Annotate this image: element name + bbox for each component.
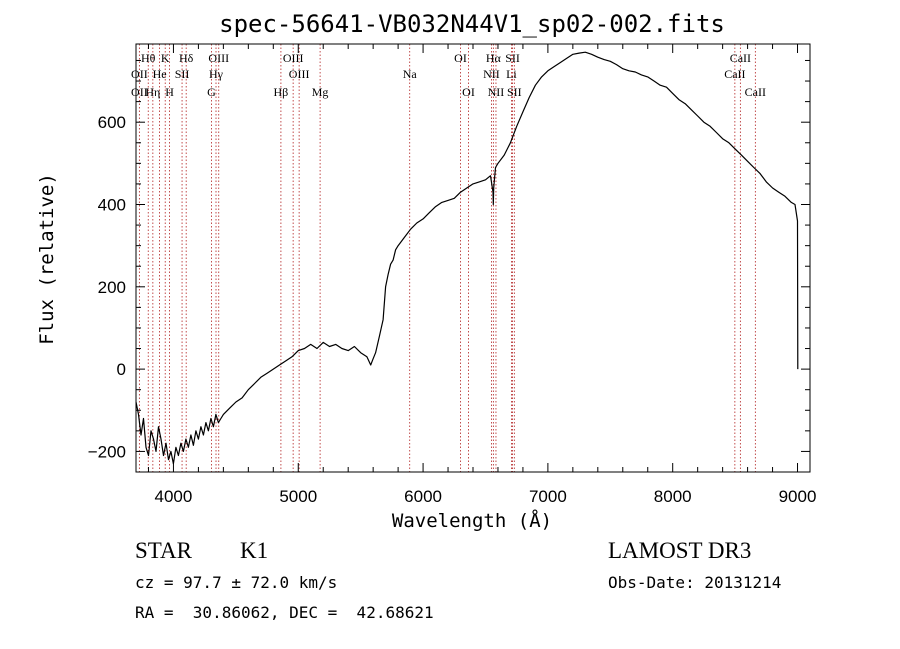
spectrum-line	[135, 51, 799, 465]
object-subclass: K1	[240, 538, 269, 563]
line-label: Hδ	[179, 51, 194, 65]
plot-frame	[135, 43, 811, 473]
line-label: SII	[505, 51, 520, 65]
line-label: H	[165, 85, 174, 99]
y-tick-label: 400	[98, 196, 126, 215]
line-label: Hβ	[274, 85, 289, 99]
line-label: SII	[175, 67, 190, 81]
line-label: Hγ	[209, 67, 224, 81]
line-label: NII	[483, 67, 500, 81]
line-label: OIII	[208, 51, 229, 65]
line-label: CaII	[730, 51, 751, 65]
x-tick-label: 5000	[279, 487, 317, 506]
line-label: CaII	[745, 85, 766, 99]
x-tick-label: 6000	[404, 487, 442, 506]
x-tick-label: 4000	[155, 487, 193, 506]
line-label: CaII	[724, 67, 745, 81]
line-label: Li	[506, 67, 517, 81]
line-label: OII	[131, 85, 148, 99]
survey-name: LAMOST DR3	[608, 538, 752, 563]
line-label: Mg	[312, 85, 329, 99]
line-label: Na	[403, 67, 418, 81]
x-axis: 4000 5000 6000 7000 8000 9000	[147, 44, 817, 506]
spectral-line-markers	[138, 44, 756, 472]
line-label: OII	[131, 67, 148, 81]
line-label: NII	[488, 85, 505, 99]
line-label: Hθ	[141, 51, 156, 65]
line-label: OIII	[283, 51, 304, 65]
y-axis: −200 0 200 400 600	[88, 59, 810, 461]
x-tick-label: 8000	[654, 487, 692, 506]
line-label: K	[161, 51, 170, 65]
redshift-velocity: cz = 97.7 ± 72.0 km/s	[135, 573, 338, 592]
line-label: He	[153, 67, 167, 81]
object-class: STAR	[135, 538, 192, 563]
chart-title: spec-56641-VB032N44V1_sp02-002.fits	[219, 10, 725, 38]
x-tick-label: 7000	[529, 487, 567, 506]
observation-date: Obs-Date: 20131214	[608, 573, 782, 592]
y-axis-label: Flux (relative)	[36, 173, 58, 345]
y-tick-label: 0	[117, 360, 126, 379]
y-tick-label: −200	[88, 442, 126, 461]
line-label: Hα	[486, 51, 502, 65]
coordinates: RA = 30.86062, DEC = 42.68621	[135, 603, 434, 622]
line-label: G	[207, 85, 216, 99]
line-label: OI	[454, 51, 467, 65]
y-tick-label: 200	[98, 278, 126, 297]
line-label: Hη	[145, 85, 160, 99]
line-label: OI	[462, 85, 475, 99]
x-tick-label: 9000	[779, 487, 817, 506]
line-label: OIII	[289, 67, 310, 81]
y-tick-label: 600	[98, 113, 126, 132]
x-axis-label: Wavelength (Å)	[392, 509, 552, 532]
line-label: SII	[507, 85, 522, 99]
